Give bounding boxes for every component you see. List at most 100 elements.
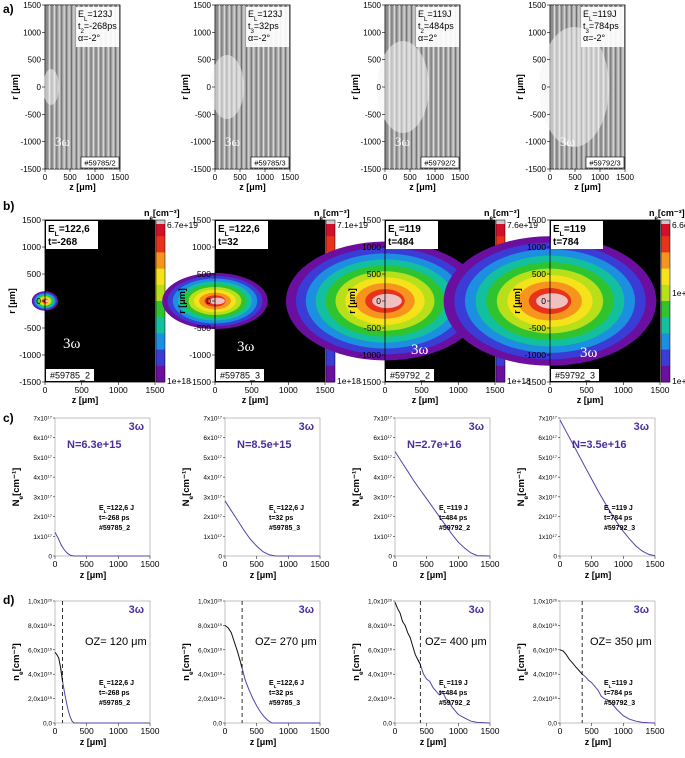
info-box: [246, 7, 289, 47]
colorbar-segment: [326, 236, 335, 253]
colorbar-segment: [661, 252, 670, 270]
integral-label: N=6.3e+15: [67, 439, 121, 451]
info-box: [386, 221, 438, 249]
colorbar-segment: [661, 349, 670, 367]
y-tick-label: 5x1017: [33, 453, 52, 462]
x-tick-label: 0: [548, 385, 553, 395]
y-axis-label: r [μm]: [350, 74, 360, 100]
info-box: [76, 7, 119, 47]
beam-label: 3ω: [469, 604, 484, 616]
shot-label: #59785/3: [254, 159, 285, 168]
colorbar-top: [661, 220, 670, 224]
y-tick-label: 1500: [193, 1, 211, 10]
x-tick-label: 1500: [646, 726, 665, 736]
time-label: t=32 ps: [269, 515, 293, 522]
x-axis-label: z [μm]: [80, 570, 107, 580]
y-tick-label: 1,0x1020: [368, 597, 393, 606]
y-tick-label: 4,0x1019: [198, 670, 223, 679]
energy-label: EL=122,6 J: [269, 505, 304, 515]
y-tick-label: 0: [36, 296, 41, 306]
x-tick-label: 500: [233, 173, 247, 182]
y-axis-label: Ne[cm⁻¹]: [181, 468, 195, 507]
x-tick-label: 1500: [281, 173, 299, 182]
oz-label: OZ= 400 μm: [425, 636, 487, 648]
y-tick-label: 500: [197, 269, 211, 279]
beam-label: 3ω: [237, 339, 255, 355]
colorbar-max-label: 7.6e+19: [507, 220, 538, 230]
x-tick-label: 1000: [256, 173, 274, 182]
beam-label: 3ω: [469, 421, 484, 433]
y-tick-label: 1x1017: [33, 532, 52, 541]
y-tick-label: -500: [364, 323, 381, 333]
shot-label: #59785_3: [269, 525, 300, 532]
colorbar-max-label: 6.7e+19: [167, 220, 198, 230]
x-axis-label: z [μm]: [577, 395, 604, 405]
y-tick-label: 4x1017: [538, 473, 557, 482]
time-label: t=784 ps: [604, 515, 632, 522]
y-axis-label: r [μm]: [177, 288, 187, 314]
time-label: t=-268 ps: [99, 690, 130, 697]
y-tick-label: 1000: [22, 242, 41, 252]
colorbar-min-label: 1e+18: [337, 376, 361, 386]
x-tick-label: 1000: [614, 385, 633, 395]
x-tick-label: 1500: [311, 559, 330, 569]
y-tick-label: 0,0: [43, 721, 52, 728]
x-tick-label: 1000: [279, 559, 298, 569]
y-tick-label: -1500: [524, 377, 546, 387]
x-tick-label: 1500: [146, 385, 165, 395]
density-curve: [60, 668, 150, 724]
oz-label: OZ= 120 μm: [85, 636, 147, 648]
shot-label: #59785_2: [50, 371, 90, 381]
y-tick-label: 2x1017: [373, 513, 392, 522]
x-tick-label: 1500: [141, 559, 160, 569]
colorbar-segment: [156, 252, 165, 270]
time-label: t2=484ps: [418, 21, 454, 35]
shot-label: #59792/3: [589, 159, 620, 168]
x-tick-label: 0: [53, 726, 58, 736]
x-tick-label: 500: [250, 559, 264, 569]
energy-label: EL=122,6 J: [99, 505, 134, 515]
line-chart-panel: 0 1x1017 2x1017 3x1017 4x1017 5x1017 6x1017 7x1…: [181, 414, 330, 580]
y-tick-label: -500: [530, 110, 547, 119]
y-tick-label: 7x1017: [373, 414, 392, 423]
colorbar-min-label: 1e+18: [672, 376, 685, 386]
shot-label: #59792/2: [424, 159, 455, 168]
y-tick-label: 4x1017: [33, 473, 52, 482]
y-tick-label: 1500: [23, 1, 41, 10]
y-tick-label: 1000: [528, 28, 546, 37]
x-tick-label: 1500: [481, 726, 500, 736]
colorbar-segment: [156, 365, 165, 383]
y-axis-label: r [μm]: [180, 74, 190, 100]
y-tick-label: 500: [28, 56, 42, 65]
x-tick-label: 1000: [279, 726, 298, 736]
y-tick-label: 1500: [192, 215, 211, 225]
y-tick-label: 1000: [193, 28, 211, 37]
y-tick-label: 2x1017: [203, 513, 222, 522]
y-tick-label: 0,0: [548, 721, 557, 728]
x-tick-label: 1000: [279, 385, 298, 395]
colorbar-segment: [661, 317, 670, 334]
x-axis-label: z [μm]: [239, 182, 266, 192]
y-tick-label: 1000: [192, 242, 211, 252]
beam-label: 3ω: [225, 134, 241, 149]
y-tick-label: -500: [529, 323, 546, 333]
row-label: b): [3, 199, 14, 213]
colorbar-top: [496, 220, 505, 224]
density-core: [209, 297, 225, 305]
colorbar-max-label: 6.6e+19: [672, 220, 685, 230]
x-tick-label: 1000: [614, 726, 633, 736]
y-tick-label: 7x1017: [33, 414, 52, 423]
shot-label: #59785_3: [220, 371, 260, 381]
beam-label: 3ω: [299, 421, 314, 433]
energy-label: EL=122,6 J: [99, 680, 134, 690]
shot-label: #59792_2: [439, 700, 470, 707]
y-tick-label: -1500: [21, 165, 42, 174]
x-tick-label: 1500: [141, 726, 160, 736]
x-axis-label: z [μm]: [412, 395, 439, 405]
plot-frame: [54, 600, 151, 724]
row-label: c): [3, 411, 14, 425]
colorbar-segment: [496, 365, 505, 383]
